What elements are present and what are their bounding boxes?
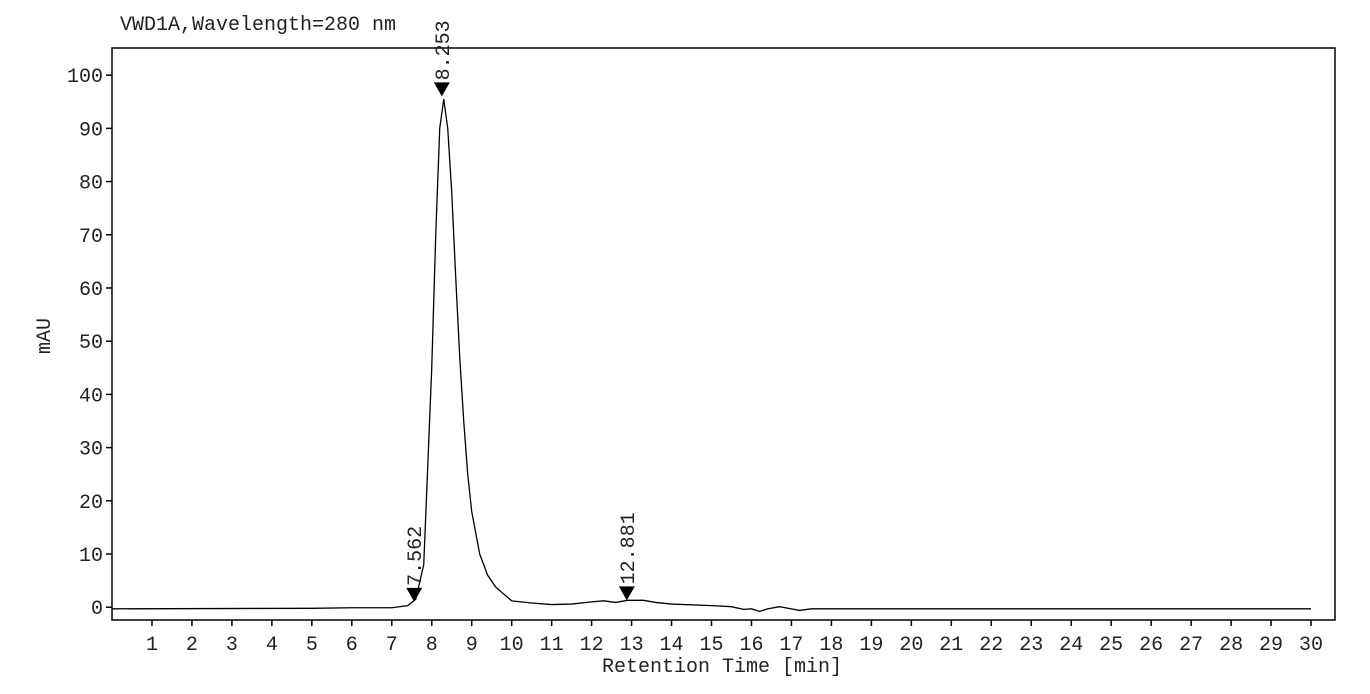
x-tick-label: 10 bbox=[500, 634, 524, 657]
plot-frame bbox=[111, 47, 1336, 621]
peak-label: 8.253 bbox=[433, 20, 456, 80]
x-tick-label: 12 bbox=[580, 634, 604, 657]
x-axis-label: Retention Time [min] bbox=[602, 656, 842, 679]
y-tick-label: 100 bbox=[67, 66, 103, 89]
x-tick-label: 17 bbox=[779, 634, 803, 657]
y-tick-label: 20 bbox=[79, 492, 103, 515]
y-tick-label: 80 bbox=[79, 173, 103, 196]
peak-marker bbox=[618, 586, 635, 601]
x-tick-label: 5 bbox=[306, 634, 318, 657]
x-tick-label: 30 bbox=[1299, 634, 1323, 657]
y-axis-label: mAU bbox=[34, 318, 57, 354]
x-tick-label: 8 bbox=[426, 634, 438, 657]
x-tick-label: 23 bbox=[1019, 634, 1043, 657]
x-tick-label: 14 bbox=[660, 634, 684, 657]
x-tick-label: 15 bbox=[700, 634, 724, 657]
trace bbox=[111, 98, 1312, 613]
x-tick-label: 2 bbox=[186, 634, 198, 657]
x-tick-label: 24 bbox=[1059, 634, 1083, 657]
peak-marker bbox=[406, 587, 423, 602]
peak-label: 7.562 bbox=[405, 526, 428, 586]
x-tick-label: 1 bbox=[146, 634, 158, 657]
x-tick-label: 7 bbox=[386, 634, 398, 657]
y-tick-label: 50 bbox=[79, 332, 103, 355]
x-tick-label: 26 bbox=[1139, 634, 1163, 657]
y-tick-label: 70 bbox=[79, 226, 103, 249]
x-tick-label: 18 bbox=[819, 634, 843, 657]
x-tick-label: 3 bbox=[226, 634, 238, 657]
x-tick-label: 6 bbox=[346, 634, 358, 657]
x-tick-label: 13 bbox=[620, 634, 644, 657]
peak-label: 12.881 bbox=[618, 512, 641, 584]
x-tick-label: 9 bbox=[466, 634, 478, 657]
x-tick-label: 29 bbox=[1259, 634, 1283, 657]
x-tick-label: 27 bbox=[1179, 634, 1203, 657]
peak-marker bbox=[433, 82, 450, 97]
x-tick-label: 16 bbox=[739, 634, 763, 657]
x-tick-label: 25 bbox=[1099, 634, 1123, 657]
y-tick-label: 0 bbox=[91, 598, 103, 621]
chart-title: VWD1A,Wavelength=280 nm bbox=[120, 14, 396, 37]
y-tick-label: 10 bbox=[79, 545, 103, 568]
x-tick-label: 20 bbox=[899, 634, 923, 657]
x-tick-label: 21 bbox=[939, 634, 963, 657]
x-tick-label: 4 bbox=[266, 634, 278, 657]
y-tick-label: 90 bbox=[79, 119, 103, 142]
x-tick-label: 22 bbox=[979, 634, 1003, 657]
y-tick-label: 60 bbox=[79, 279, 103, 302]
y-tick-label: 30 bbox=[79, 439, 103, 462]
y-tick-label: 40 bbox=[79, 385, 103, 408]
x-tick-label: 28 bbox=[1219, 634, 1243, 657]
x-tick-label: 19 bbox=[859, 634, 883, 657]
x-tick-label: 11 bbox=[540, 634, 564, 657]
